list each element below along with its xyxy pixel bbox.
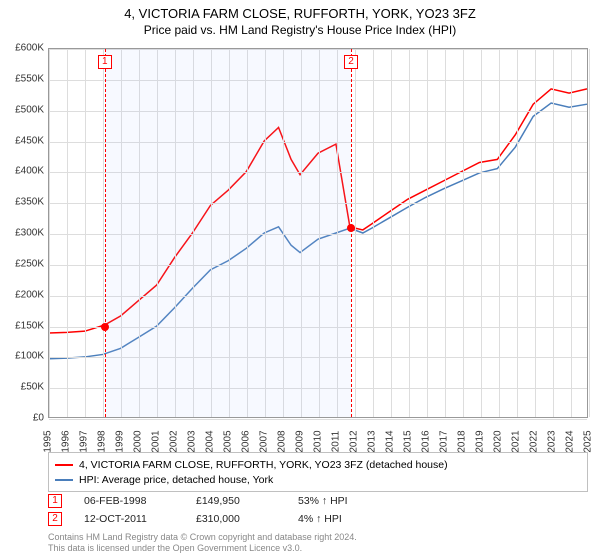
tx-price: £310,000 <box>196 513 276 525</box>
marker-line <box>351 49 352 417</box>
x-tick-label: 2018 <box>457 430 468 452</box>
x-tick-label: 2011 <box>331 431 342 453</box>
x-tick-label: 1999 <box>115 430 126 452</box>
footer-line: This data is licensed under the Open Gov… <box>48 543 588 554</box>
legend-item: 4, VICTORIA FARM CLOSE, RUFFORTH, YORK, … <box>55 457 581 472</box>
x-tick-label: 2014 <box>385 430 396 452</box>
x-tick-label: 2016 <box>421 430 432 452</box>
chart-container: 4, VICTORIA FARM CLOSE, RUFFORTH, YORK, … <box>0 0 600 560</box>
y-tick-label: £200K <box>15 289 44 300</box>
legend-swatch <box>55 464 73 466</box>
x-tick-label: 2006 <box>241 430 252 452</box>
marker-badge: 2 <box>344 55 358 69</box>
x-tick-label: 2022 <box>529 430 540 452</box>
attribution-footer: Contains HM Land Registry data © Crown c… <box>48 532 588 555</box>
chart-subtitle: Price paid vs. HM Land Registry's House … <box>0 23 600 37</box>
marker-point <box>347 224 355 232</box>
y-tick-label: £300K <box>15 228 44 239</box>
legend-swatch <box>55 479 73 481</box>
x-tick-label: 2020 <box>493 430 504 452</box>
legend-item: HPI: Average price, detached house, York <box>55 472 581 487</box>
y-tick-label: £100K <box>15 351 44 362</box>
y-tick-label: £500K <box>15 104 44 115</box>
marker-badge: 1 <box>48 494 62 508</box>
x-tick-label: 2001 <box>151 430 162 452</box>
x-tick-label: 2003 <box>187 430 198 452</box>
marker-badge: 2 <box>48 512 62 526</box>
x-tick-label: 2013 <box>367 430 378 452</box>
x-tick-label: 1997 <box>79 430 90 452</box>
footer-line: Contains HM Land Registry data © Crown c… <box>48 532 588 543</box>
legend-label: 4, VICTORIA FARM CLOSE, RUFFORTH, YORK, … <box>79 459 448 471</box>
tx-diff: 4% ↑ HPI <box>298 513 342 525</box>
x-tick-label: 2023 <box>547 430 558 452</box>
title-block: 4, VICTORIA FARM CLOSE, RUFFORTH, YORK, … <box>0 0 600 39</box>
x-tick-label: 2008 <box>277 430 288 452</box>
y-tick-label: £50K <box>21 382 44 393</box>
y-tick-label: £0 <box>33 413 44 424</box>
x-tick-label: 2000 <box>133 430 144 452</box>
tx-diff: 53% ↑ HPI <box>298 495 348 507</box>
x-tick-label: 2005 <box>223 430 234 452</box>
plot-area: 12 <box>48 48 588 418</box>
shaded-region <box>105 49 351 417</box>
marker-point <box>101 323 109 331</box>
tx-date: 12-OCT-2011 <box>84 513 174 525</box>
x-tick-label: 2017 <box>439 430 450 452</box>
x-tick-label: 1998 <box>97 430 108 452</box>
x-tick-label: 2009 <box>295 430 306 452</box>
tx-date: 06-FEB-1998 <box>84 495 174 507</box>
x-tick-label: 2021 <box>511 430 522 452</box>
chart-title: 4, VICTORIA FARM CLOSE, RUFFORTH, YORK, … <box>0 6 600 21</box>
y-tick-label: £250K <box>15 258 44 269</box>
marker-badge: 1 <box>98 55 112 69</box>
x-tick-label: 2002 <box>169 430 180 452</box>
x-tick-label: 2019 <box>475 430 486 452</box>
legend-box: 4, VICTORIA FARM CLOSE, RUFFORTH, YORK, … <box>48 452 588 492</box>
x-tick-label: 1995 <box>43 430 54 452</box>
x-tick-label: 2012 <box>349 430 360 452</box>
legend-label: HPI: Average price, detached house, York <box>79 474 273 486</box>
y-tick-label: £350K <box>15 197 44 208</box>
y-tick-label: £400K <box>15 166 44 177</box>
y-tick-label: £150K <box>15 320 44 331</box>
table-row: 1 06-FEB-1998 £149,950 53% ↑ HPI <box>48 492 588 510</box>
x-tick-label: 2015 <box>403 430 414 452</box>
x-tick-label: 1996 <box>61 430 72 452</box>
tx-price: £149,950 <box>196 495 276 507</box>
marker-line <box>105 49 106 417</box>
x-tick-label: 2004 <box>205 430 216 452</box>
y-tick-label: £600K <box>15 43 44 54</box>
x-tick-label: 2010 <box>313 430 324 452</box>
y-tick-label: £550K <box>15 73 44 84</box>
x-tick-label: 2025 <box>583 430 594 452</box>
y-tick-label: £450K <box>15 135 44 146</box>
transactions-table: 1 06-FEB-1998 £149,950 53% ↑ HPI 2 12-OC… <box>48 492 588 528</box>
table-row: 2 12-OCT-2011 £310,000 4% ↑ HPI <box>48 510 588 528</box>
x-tick-label: 2007 <box>259 430 270 452</box>
x-tick-label: 2024 <box>565 430 576 452</box>
